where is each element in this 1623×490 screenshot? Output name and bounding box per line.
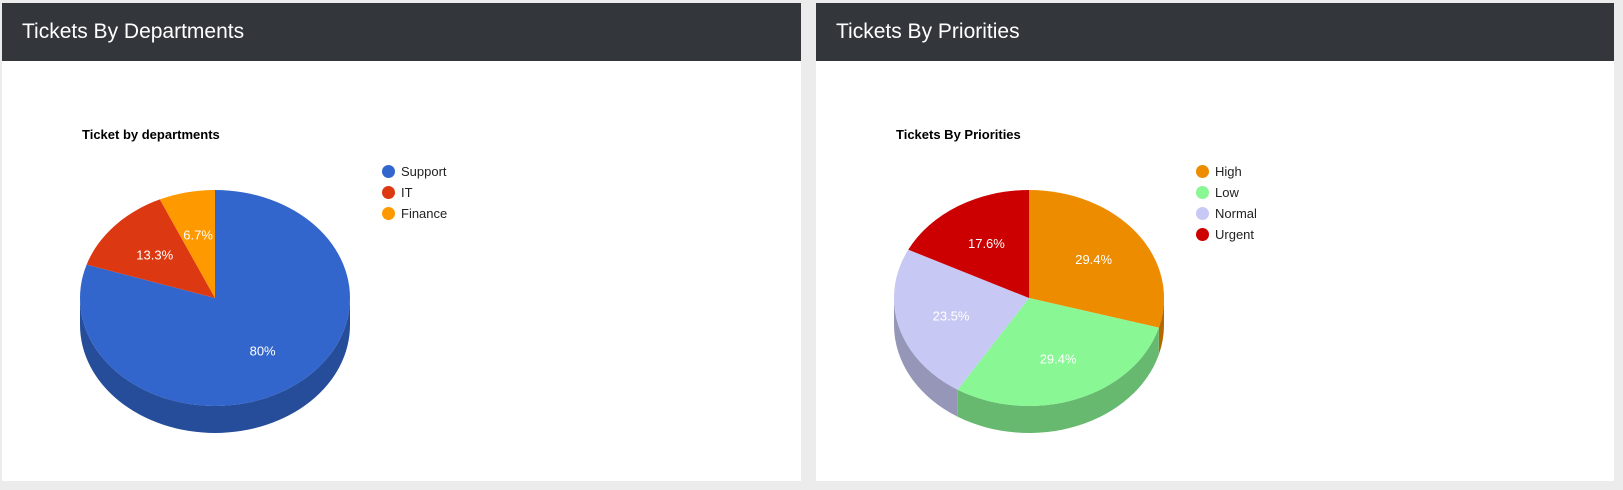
slice-label: 29.4% [1040, 351, 1077, 366]
pie-slice-side [894, 298, 958, 417]
legend-item: Support [382, 161, 447, 182]
slice-label: 13.3% [136, 248, 173, 263]
pie-slice[interactable] [86, 199, 216, 298]
legend-swatch [1196, 186, 1209, 199]
legend-swatch [1196, 228, 1209, 241]
legend-label: Low [1215, 185, 1239, 200]
legend-item: Finance [382, 203, 447, 224]
pie-side-group [894, 298, 1164, 434]
slice-label: 6.7% [183, 228, 213, 243]
pie-slice-side [80, 298, 350, 433]
chart-legend: Support IT Finance [382, 161, 447, 224]
departments-panel: Tickets By Departments Ticket by departm… [2, 3, 801, 481]
priorities-panel-header: Tickets By Priorities [816, 3, 1614, 61]
priorities-panel: Tickets By Priorities Tickets By Priorit… [816, 3, 1614, 481]
pie-chart: 29.4% 29.4% 23.5% 17.6% [894, 190, 1164, 434]
legend-label: Urgent [1215, 227, 1255, 242]
legend-label: Finance [401, 206, 448, 221]
legend-swatch [382, 165, 395, 178]
departments-chart: Ticket by departments Support IT Finance 8… [2, 61, 801, 481]
legend-swatch [382, 207, 395, 220]
legend-label: IT [401, 185, 413, 200]
legend-swatch [1196, 165, 1209, 178]
legend-item: Low [1196, 182, 1257, 203]
legend-swatch [1196, 207, 1209, 220]
legend-item: Urgent [1196, 224, 1257, 245]
slice-label: 80% [250, 343, 276, 358]
legend-label: Normal [1215, 206, 1257, 221]
pie-chart: 80% 13.3% 6.7% [79, 190, 351, 433]
pie-slice[interactable] [1029, 190, 1164, 328]
pie-slice[interactable] [894, 249, 1029, 390]
slice-label: 17.6% [968, 236, 1005, 251]
priorities-chart: Tickets By Priorities High Low Normal Urgen… [816, 61, 1614, 481]
pie-slice[interactable] [957, 298, 1159, 407]
pie-slice[interactable] [159, 190, 215, 298]
pie-slice-side [957, 327, 1159, 434]
legend-label: Support [401, 164, 447, 179]
legend-item: High [1196, 161, 1257, 182]
legend-label: High [1215, 164, 1242, 179]
pie-slice-side [1158, 298, 1164, 355]
legend-item: Normal [1196, 203, 1257, 224]
legend-item: IT [382, 182, 447, 203]
pie-slice[interactable] [908, 190, 1029, 298]
departments-panel-header: Tickets By Departments [2, 3, 801, 61]
legend-swatch [382, 186, 395, 199]
slice-label: 29.4% [1075, 252, 1112, 267]
slice-label: 23.5% [933, 309, 970, 324]
chart-legend: High Low Normal Urgent [1196, 161, 1257, 245]
chart-title: Ticket by departments [82, 127, 220, 142]
chart-title: Tickets By Priorities [896, 127, 1021, 142]
pie-side-group [80, 298, 350, 433]
